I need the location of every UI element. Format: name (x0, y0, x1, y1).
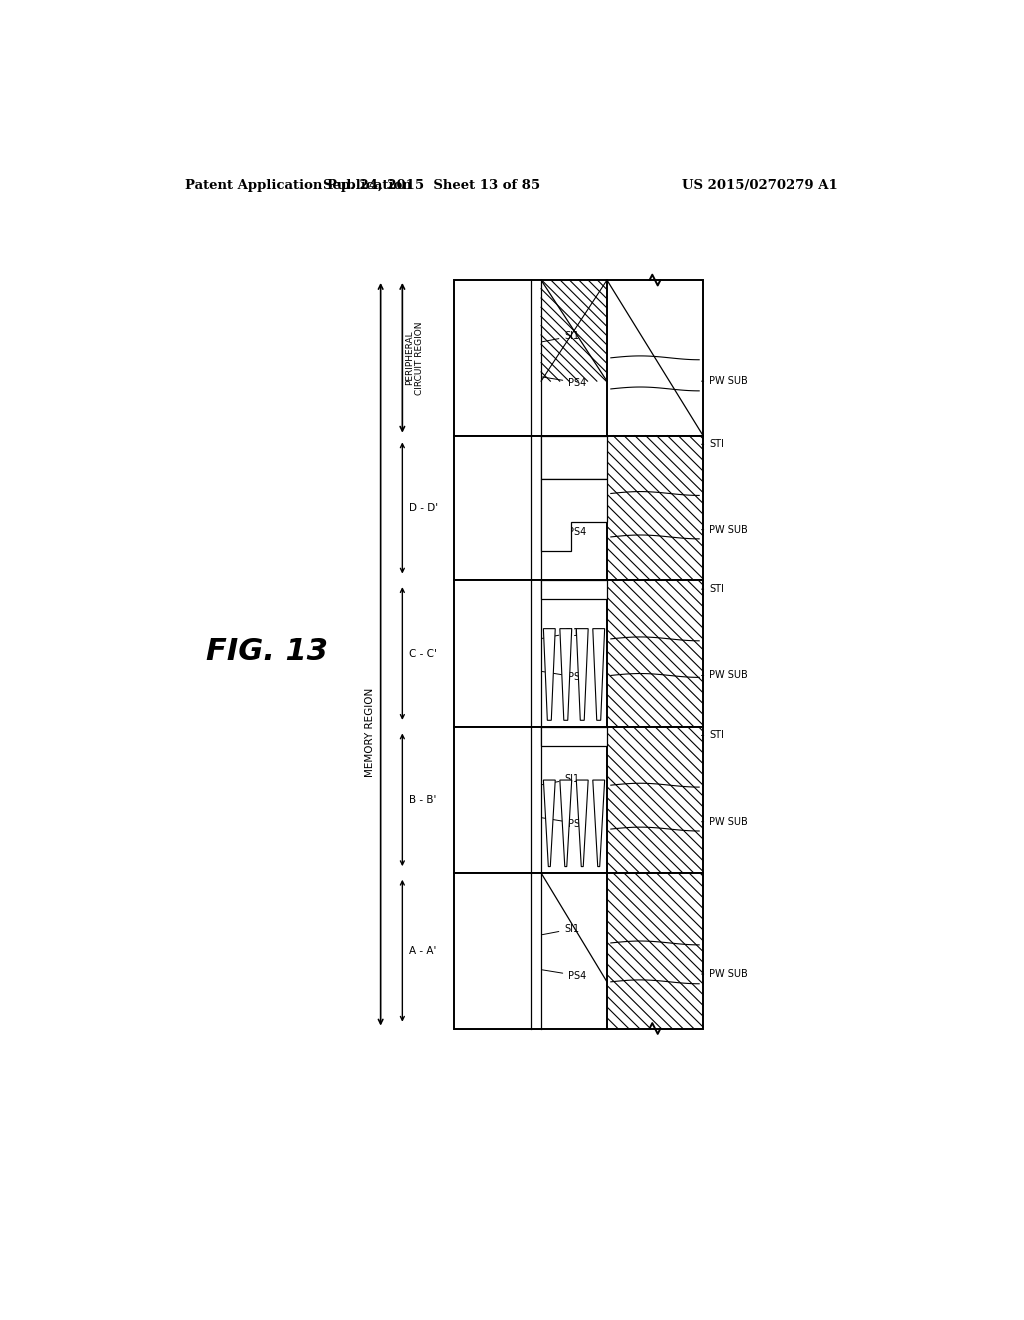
Bar (454, 436, 703, 581)
Text: STI: STI (701, 585, 724, 594)
Text: PERIPHERAL
CIRCUIT REGION: PERIPHERAL CIRCUIT REGION (406, 321, 425, 395)
Text: PW SUB: PW SUB (701, 376, 748, 387)
Bar (454, 726, 703, 873)
Polygon shape (593, 780, 604, 867)
Polygon shape (560, 780, 571, 867)
Text: US 2015/0270279 A1: US 2015/0270279 A1 (682, 178, 838, 191)
Text: PW SUB: PW SUB (701, 524, 748, 535)
Polygon shape (541, 479, 607, 552)
Polygon shape (577, 780, 588, 867)
Text: SI1: SI1 (543, 482, 580, 492)
Text: PS4: PS4 (543, 525, 587, 536)
Bar (541, 726, 607, 746)
Polygon shape (544, 628, 555, 721)
Text: PS4: PS4 (543, 378, 587, 388)
Text: PS4: PS4 (543, 818, 587, 829)
Bar (454, 581, 703, 726)
Text: Patent Application Publication: Patent Application Publication (184, 178, 412, 191)
Text: PW SUB: PW SUB (701, 817, 748, 826)
Text: B - B': B - B' (409, 795, 436, 805)
Bar (454, 726, 541, 873)
Text: A - A': A - A' (409, 945, 436, 956)
Bar (454, 436, 541, 581)
Text: C - C': C - C' (409, 648, 436, 659)
Text: PW SUB: PW SUB (701, 969, 748, 979)
Bar (454, 873, 541, 1028)
Bar (454, 581, 541, 726)
Bar (541, 436, 607, 479)
Polygon shape (577, 628, 588, 721)
Text: SI1: SI1 (543, 628, 580, 639)
Text: PS4: PS4 (543, 672, 587, 682)
Bar (454, 873, 703, 1028)
Text: SI1: SI1 (543, 331, 580, 342)
Text: FIG. 13: FIG. 13 (207, 636, 329, 665)
Bar (454, 280, 541, 436)
Polygon shape (593, 628, 604, 721)
Polygon shape (560, 628, 571, 721)
Bar (541, 581, 607, 599)
Text: SI1: SI1 (543, 924, 580, 935)
Text: MEMORY REGION: MEMORY REGION (365, 688, 375, 776)
Text: PS4: PS4 (543, 970, 587, 981)
Text: D - D': D - D' (409, 503, 437, 513)
Bar (454, 280, 703, 436)
Text: Sep. 24, 2015  Sheet 13 of 85: Sep. 24, 2015 Sheet 13 of 85 (324, 178, 541, 191)
Text: STI: STI (701, 440, 724, 449)
Text: STI: STI (701, 730, 724, 741)
Text: SI1: SI1 (543, 774, 580, 784)
Polygon shape (544, 780, 555, 867)
Text: PW SUB: PW SUB (701, 671, 748, 680)
